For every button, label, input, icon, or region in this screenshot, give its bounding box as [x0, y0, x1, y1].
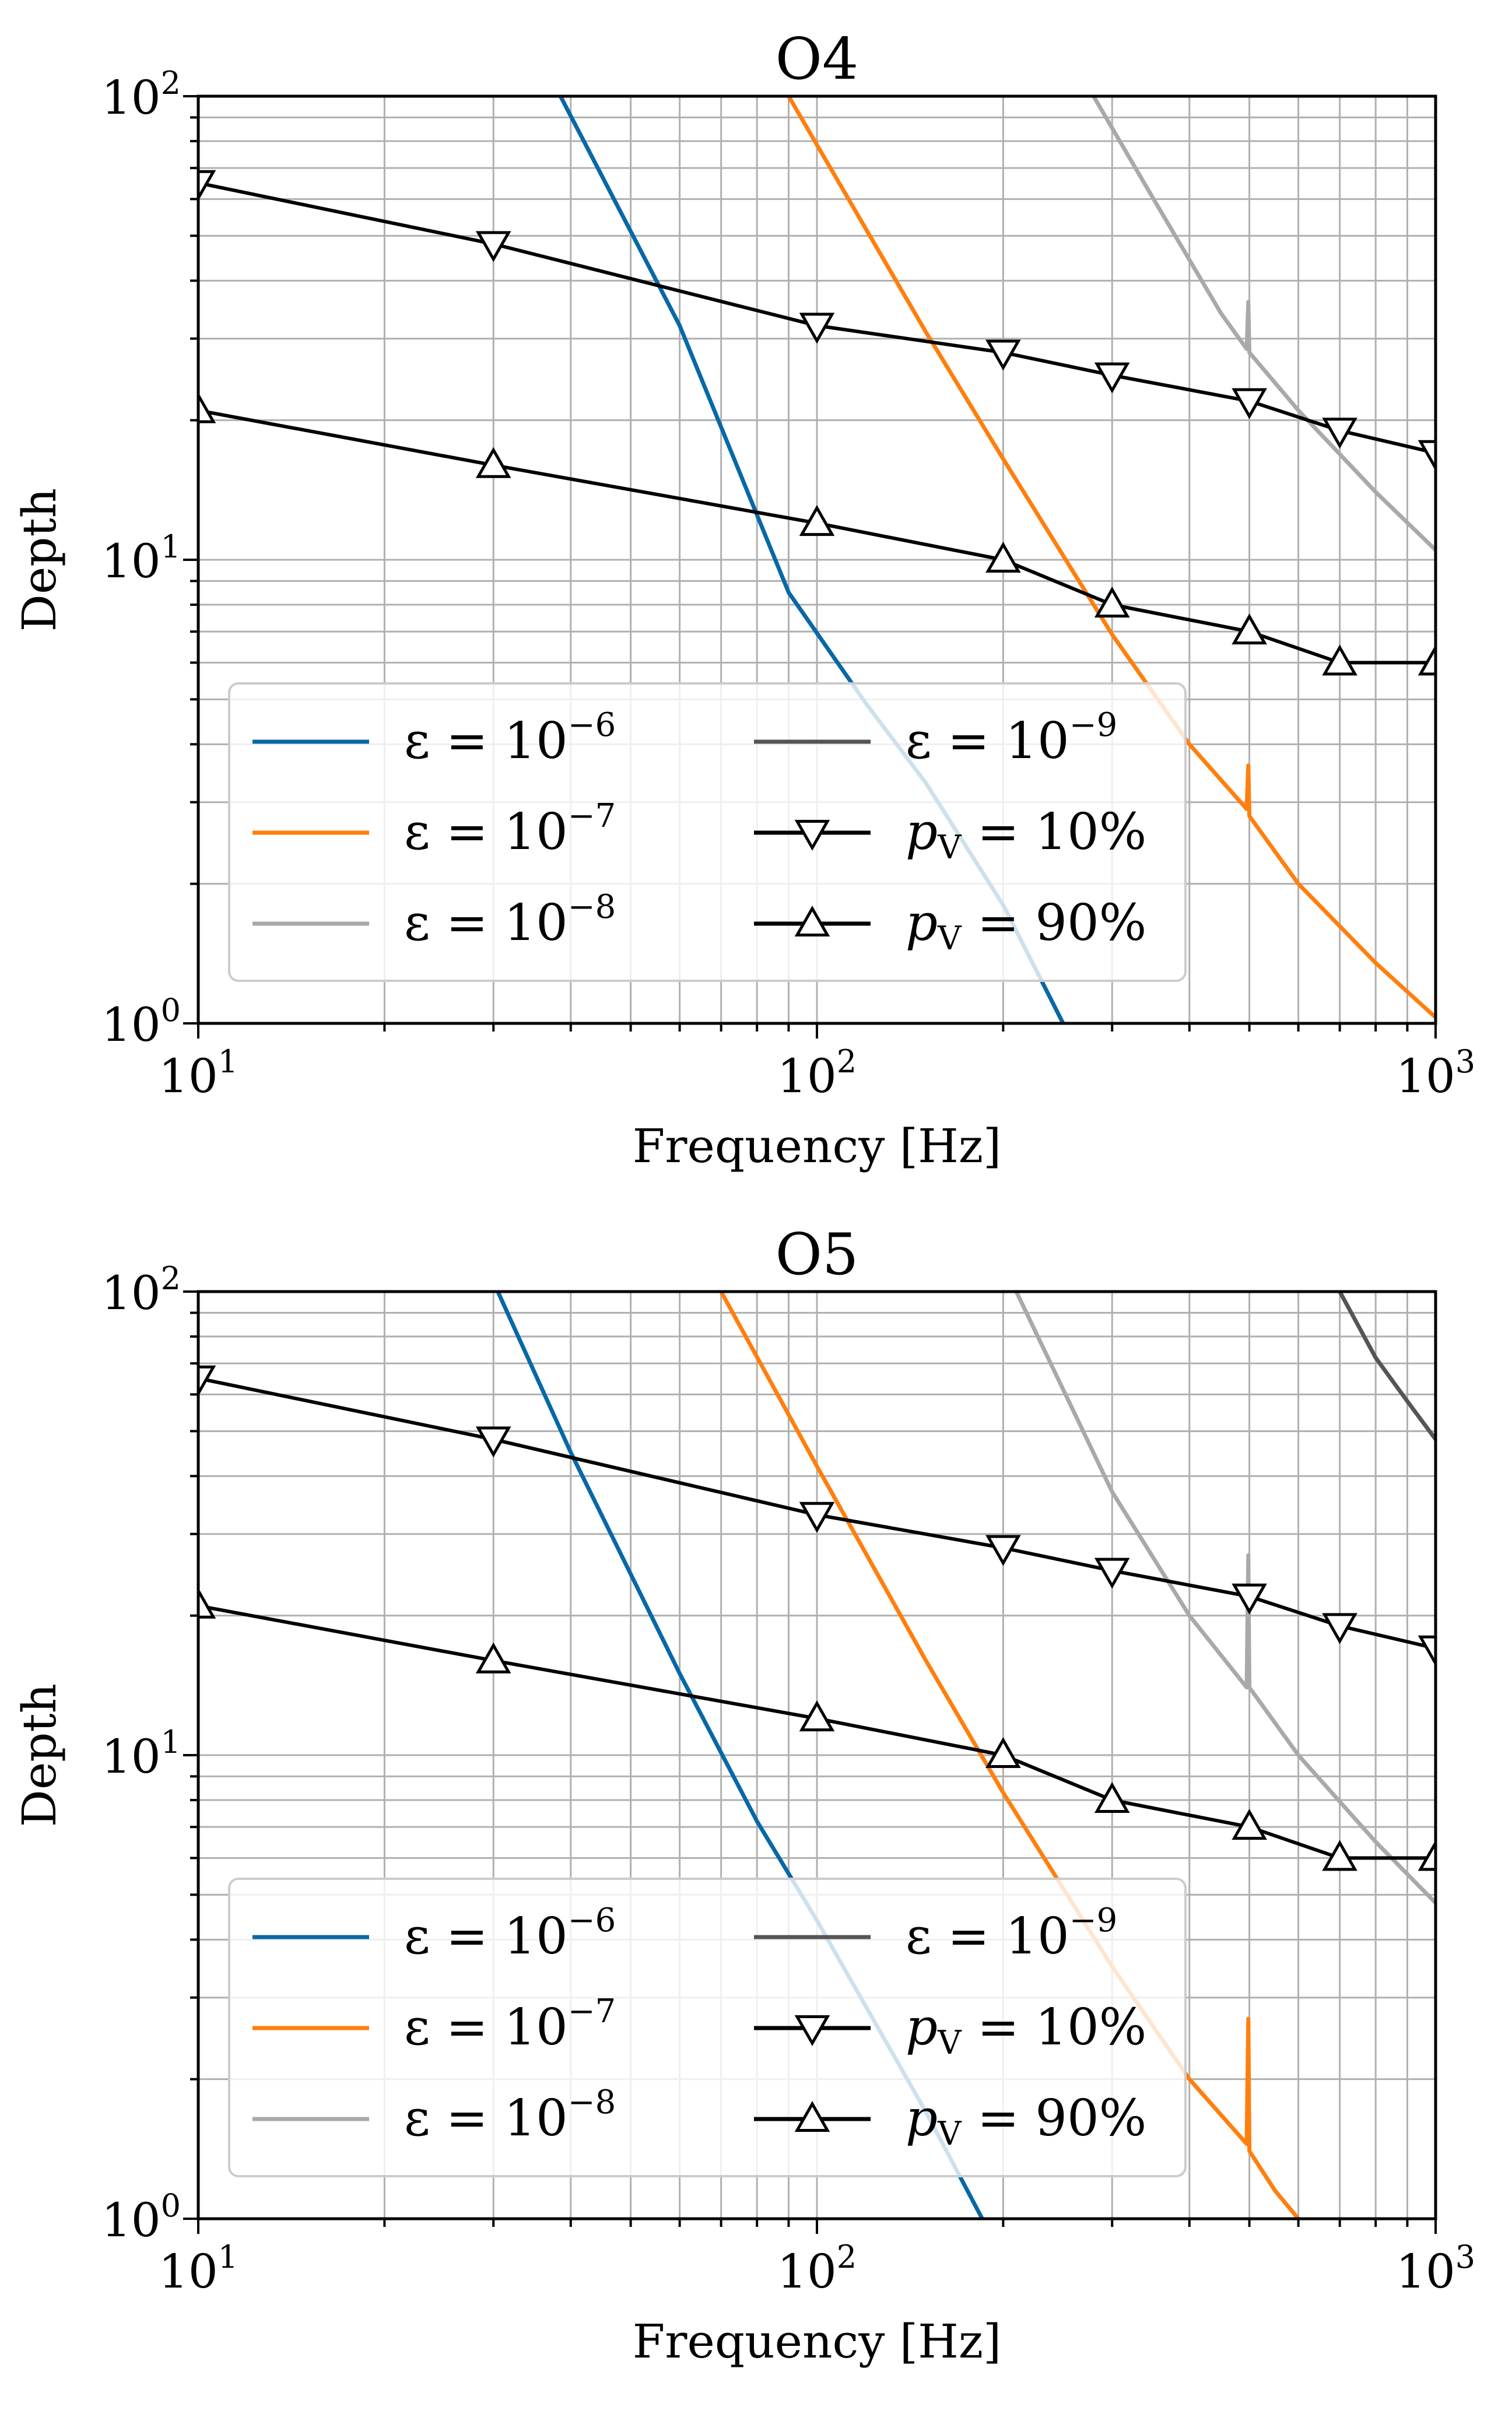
y-tick-label: 102	[101, 65, 181, 125]
series-line-5	[198, 181, 1436, 455]
legend-label: pV = 10%	[906, 803, 1146, 867]
legend-item: ε = 10−7	[252, 1992, 616, 2057]
data-point-marker	[985, 1535, 1021, 1566]
legend-marker-icon	[794, 2015, 830, 2047]
data-point-marker	[985, 541, 1021, 573]
legend-item: pV = 90%	[754, 2089, 1146, 2153]
data-point-marker	[1094, 1557, 1130, 1589]
legend-item: ε = 10−8	[252, 888, 616, 952]
series-line-2	[719, 1292, 1300, 2219]
legend-label: ε = 10−8	[404, 888, 616, 952]
chart-title: O5	[776, 1222, 859, 1288]
y-tick-label: 102	[101, 1260, 181, 1320]
x-tick-label: 103	[1396, 1043, 1475, 1103]
legend-label: ε = 10−9	[906, 706, 1117, 770]
legend-item: ε = 10−9	[754, 706, 1117, 770]
data-point-marker	[985, 339, 1021, 371]
data-point-marker	[1322, 418, 1357, 449]
data-point-marker	[799, 1700, 835, 1732]
legend-item: ε = 10−6	[252, 706, 616, 770]
data-point-marker	[799, 1502, 835, 1533]
legend-label: pV = 10%	[906, 1998, 1146, 2062]
data-point-marker	[475, 231, 511, 262]
legend-item: pV = 10%	[754, 803, 1146, 867]
data-point-marker	[198, 170, 216, 201]
legend-label: ε = 10−6	[404, 706, 616, 770]
data-point-marker	[1418, 644, 1436, 676]
axis-ticks	[183, 1290, 1437, 2234]
legend-item: pV = 90%	[754, 894, 1146, 957]
x-tick-label: 102	[777, 2239, 857, 2299]
legend: ε = 10−6 ε = 10−7 ε = 10−8 ε = 10−9 pV = 10%…	[228, 1878, 1187, 2177]
series-line-4	[1338, 1292, 1436, 1441]
data-point-marker	[799, 505, 835, 536]
data-point-marker	[1094, 362, 1130, 394]
legend-marker-icon	[794, 2100, 830, 2132]
legend-label: ε = 10−6	[404, 1902, 616, 1966]
x-tick-label: 101	[159, 2239, 238, 2299]
legend-item: ε = 10−8	[252, 2083, 616, 2148]
legend-item: ε = 10−9	[754, 1902, 1117, 1966]
data-point-marker	[475, 447, 511, 478]
series-line-6	[198, 408, 1436, 665]
x-axis-label: Frequency [Hz]	[633, 1119, 1001, 1173]
x-tick-label: 102	[777, 1043, 857, 1103]
y-axis-label: Depth	[12, 1683, 66, 1827]
data-point-marker	[985, 1737, 1021, 1768]
data-point-marker	[1322, 1840, 1357, 1871]
data-point-marker	[1418, 1840, 1436, 1871]
y-tick-label: 100	[101, 2187, 181, 2247]
data-point-marker	[1232, 1583, 1267, 1615]
legend-label: ε = 10−9	[906, 1902, 1117, 1966]
data-point-marker	[198, 1587, 216, 1619]
data-point-marker	[475, 1426, 511, 1458]
series-line-6	[198, 1604, 1436, 1860]
data-point-marker	[1094, 586, 1130, 618]
y-tick-label: 100	[101, 992, 181, 1052]
legend-marker-icon	[794, 820, 830, 851]
legend-label: ε = 10−7	[404, 797, 616, 861]
series-line-3	[1092, 96, 1436, 552]
data-point-marker	[198, 392, 216, 423]
x-tick-label: 101	[159, 1043, 238, 1103]
data-point-marker	[1094, 1781, 1130, 1813]
axis-ticks	[183, 95, 1437, 1039]
y-tick-label: 101	[101, 1724, 181, 1784]
y-tick-label: 101	[101, 528, 181, 588]
legend-label: ε = 10−7	[404, 1992, 616, 2057]
data-point-marker	[1232, 613, 1267, 645]
data-point-marker	[1322, 1613, 1357, 1644]
legend: ε = 10−6 ε = 10−7 ε = 10−8 ε = 10−9 pV = 10%…	[228, 682, 1187, 982]
data-point-marker	[1232, 388, 1267, 419]
data-point-marker	[799, 313, 835, 344]
legend-label: ε = 10−8	[404, 2083, 616, 2148]
plot-area	[198, 1292, 1436, 2219]
data-point-marker	[198, 1365, 216, 1397]
data-point-marker	[1418, 1635, 1436, 1667]
y-axis-label: Depth	[12, 488, 66, 632]
x-tick-label: 103	[1396, 2239, 1475, 2299]
legend-box	[228, 1878, 1187, 2177]
series-line-5	[198, 1376, 1436, 1650]
legend-box	[228, 682, 1187, 982]
legend-item: pV = 10%	[754, 1998, 1146, 2062]
legend-item: ε = 10−7	[252, 797, 616, 861]
data-point-marker	[1322, 644, 1357, 676]
series-line-3	[1014, 1292, 1436, 1904]
legend-label: pV = 90%	[906, 2089, 1146, 2153]
legend-label: pV = 90%	[906, 894, 1146, 957]
legend-marker-icon	[794, 905, 830, 936]
x-axis-label: Frequency [Hz]	[633, 2314, 1001, 2369]
chart-title: O4	[776, 26, 859, 93]
data-point-marker	[1232, 1809, 1267, 1840]
data-point-marker	[1418, 440, 1436, 471]
data-point-marker	[475, 1642, 511, 1674]
legend-item: ε = 10−6	[252, 1902, 616, 1966]
series-line-2	[787, 96, 1436, 1019]
